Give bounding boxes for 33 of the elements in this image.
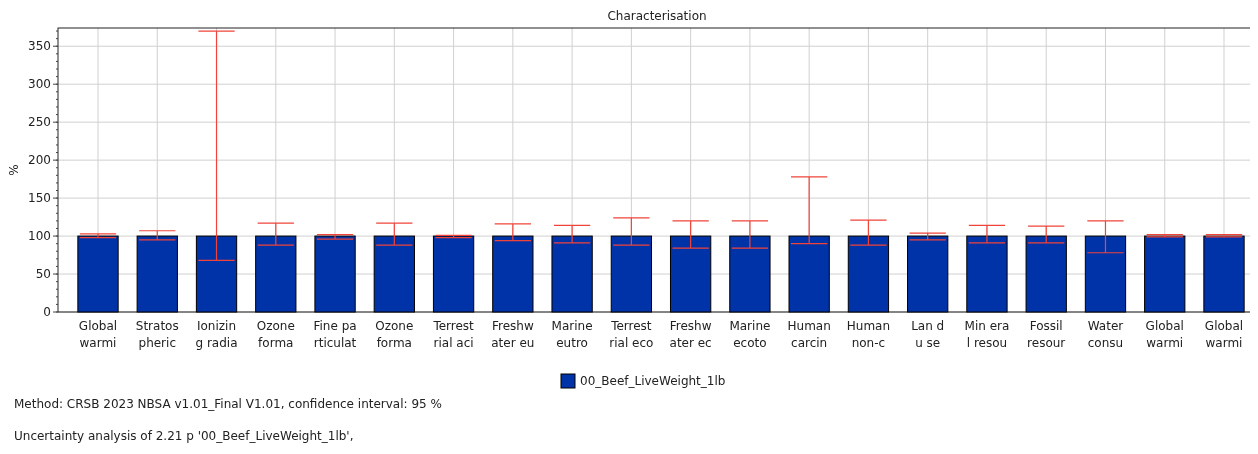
x-tick-label: Freshw ater ec — [669, 319, 712, 350]
x-tick-label: Ozone forma — [375, 319, 414, 350]
y-tick-label: 200 — [28, 153, 51, 168]
x-tick-label: Lan d u se — [911, 319, 945, 350]
y-tick-label: 100 — [28, 229, 51, 244]
legend-label: 00_Beef_LiveWeight_1lb — [580, 374, 726, 388]
y-tick-label: 150 — [28, 191, 51, 206]
x-tick-label: Min era l resou — [964, 319, 1010, 350]
x-tick-label: Terrest rial eco — [609, 319, 654, 350]
x-tick-label: Marine ecoto — [729, 319, 771, 350]
x-tick-label: Global warmi — [1145, 319, 1184, 350]
x-tick-label: Global warmi — [1204, 319, 1244, 350]
x-tick-label: Fossil resour — [1027, 319, 1066, 350]
y-tick-label: 50 — [35, 267, 51, 282]
x-tick-label: Marine eutro — [551, 319, 593, 350]
x-tick-label: Fine pa rticulat — [313, 319, 357, 350]
x-tick-label: Ozone forma — [256, 319, 295, 350]
text: Method: CRSB 2023 NBSA v1.01_Final V1.01, confidence interval: 95 % — [14, 397, 442, 411]
text: Uncertainty analysis of 2.21 p '00_Beef_LiveWeight_1lb', — [14, 429, 354, 443]
x-tick-label: Global warmi — [78, 319, 118, 350]
x-tick-label: Terrest rial aci — [432, 319, 475, 350]
x-tick-label: Human non-c — [846, 319, 891, 350]
x-tick-label: Stratos pheric — [135, 319, 179, 350]
y-axis-title: % — [7, 164, 21, 176]
y-tick-label: 300 — [28, 77, 51, 92]
y-tick-label: 350 — [28, 39, 51, 54]
x-tick-label: Human carcin — [787, 319, 831, 350]
y-tick-label: 0 — [43, 305, 51, 320]
y-tick-label: 250 — [28, 115, 51, 130]
x-tick-label: Ionizin g radia — [195, 319, 238, 350]
x-tick-label: Water consu — [1087, 319, 1124, 350]
chart-title: Characterisation — [607, 9, 707, 23]
x-tick-label: Freshw ater eu — [491, 319, 535, 350]
